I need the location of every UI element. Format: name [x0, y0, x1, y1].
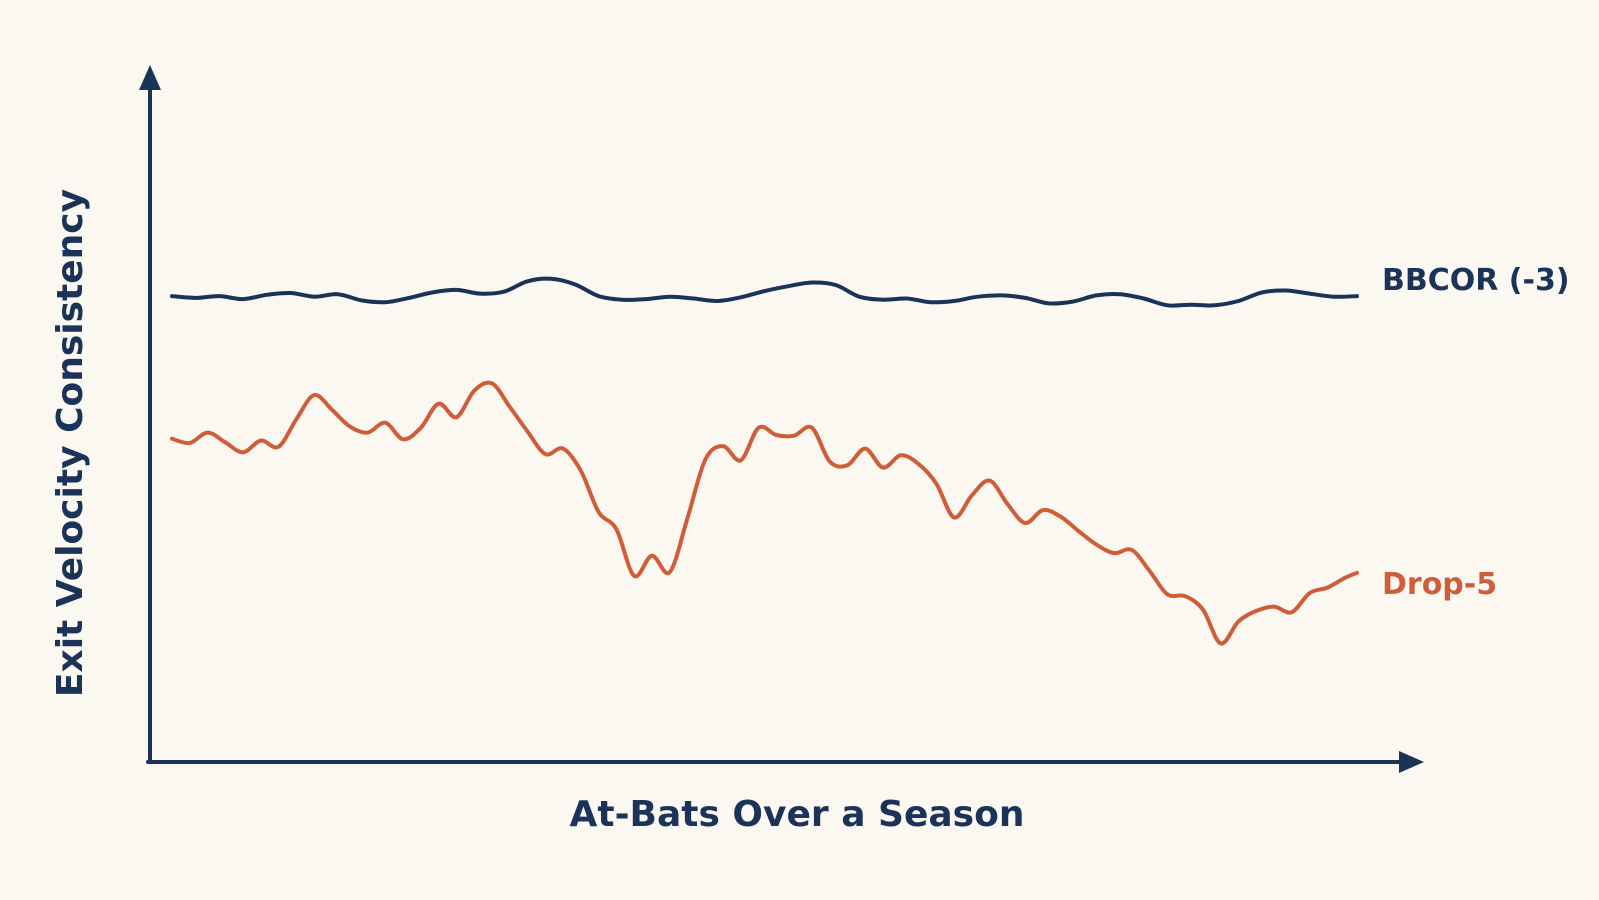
series-line-drop5 — [170, 380, 1359, 646]
y-axis-label: Exit Velocity Consistency — [50, 189, 91, 697]
series-layer — [170, 276, 1359, 646]
y-axis-arrow — [139, 65, 161, 90]
x-axis-arrow — [1399, 751, 1424, 773]
series-line-bbcor — [170, 276, 1359, 308]
series-label-drop5: Drop-5 — [1382, 567, 1497, 602]
series-label-bbcor: BBCOR (-3) — [1382, 263, 1570, 298]
x-axis-label: At-Bats Over a Season — [570, 794, 1025, 835]
